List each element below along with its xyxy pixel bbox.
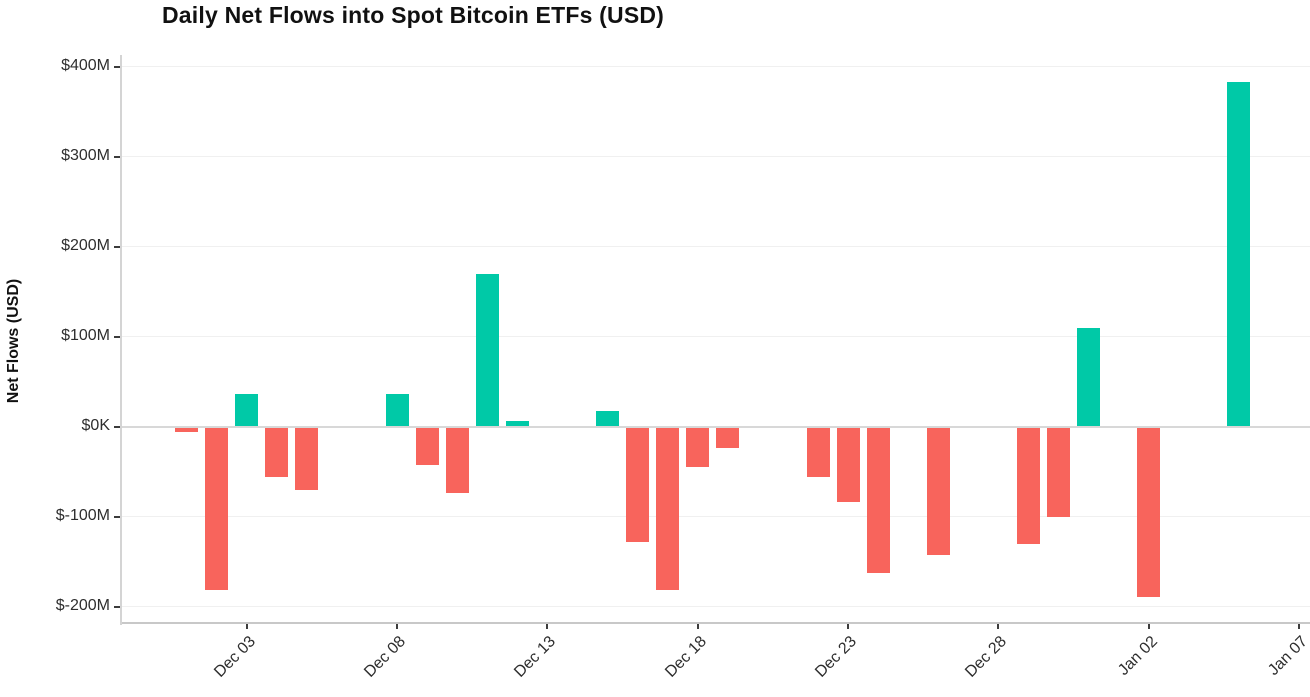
bar <box>205 426 229 590</box>
y-tick-mark <box>114 155 120 158</box>
x-tick-mark <box>997 624 1000 629</box>
gridline <box>121 516 1310 518</box>
y-tick-mark <box>114 605 120 608</box>
bar <box>475 273 499 427</box>
bar <box>926 426 950 556</box>
y-tick-label: $-200M <box>55 596 110 614</box>
chart-title: Daily Net Flows into Spot Bitcoin ETFs (… <box>162 2 665 28</box>
x-tick-mark <box>1147 624 1150 629</box>
bar <box>626 426 650 542</box>
y-tick-mark <box>114 515 120 518</box>
bar <box>265 426 289 478</box>
gridline <box>121 246 1310 248</box>
x-tick-mark <box>1297 624 1300 629</box>
y-tick-label: $-100M <box>55 506 110 524</box>
bar <box>1077 327 1100 427</box>
x-tick-label: Dec 28 <box>962 633 1011 681</box>
y-tick-label: $300M <box>61 146 110 164</box>
y-tick-mark <box>114 245 120 248</box>
x-tick-mark <box>396 624 399 629</box>
gridline <box>121 66 1310 68</box>
y-tick-label: $0K <box>81 416 110 434</box>
bar <box>866 426 890 574</box>
bar <box>806 426 830 478</box>
bar <box>295 426 319 490</box>
y-tick-mark <box>114 335 120 338</box>
bar <box>385 394 409 427</box>
x-tick-label: Dec 13 <box>511 633 560 681</box>
bar <box>686 426 710 468</box>
bar <box>415 426 439 465</box>
bar <box>1137 426 1161 597</box>
y-tick-mark <box>114 65 120 68</box>
x-tick-mark <box>847 624 849 629</box>
bar <box>596 410 619 427</box>
gridline <box>121 336 1310 338</box>
bar <box>1046 426 1070 517</box>
x-tick-mark <box>696 624 699 629</box>
bar <box>1016 426 1040 544</box>
bar <box>235 393 259 427</box>
x-tick-label: Dec 08 <box>361 633 410 681</box>
bar <box>175 426 199 433</box>
bar <box>716 426 740 449</box>
x-tick-mark <box>546 624 549 629</box>
x-tick-label: Dec 18 <box>661 633 710 681</box>
bar <box>445 426 469 494</box>
y-axis-line <box>120 55 122 625</box>
y-tick-label: $100M <box>61 326 110 344</box>
y-tick-label: $400M <box>61 56 110 74</box>
y-tick-mark <box>114 425 120 428</box>
y-tick-label: $200M <box>61 236 110 254</box>
x-tick-mark <box>245 624 248 629</box>
x-tick-label: Jan 02 <box>1114 633 1161 679</box>
gridline <box>121 606 1310 608</box>
x-tick-label: Jan 07 <box>1264 633 1310 679</box>
bar <box>1227 82 1251 427</box>
x-tick-label: Dec 23 <box>812 633 861 681</box>
x-tick-label: Dec 03 <box>210 633 259 681</box>
zero-gridline <box>121 425 1310 428</box>
gridline <box>121 156 1310 158</box>
bar <box>505 420 529 427</box>
bar <box>836 426 860 503</box>
x-axis-line <box>121 622 1310 624</box>
bar <box>656 426 680 590</box>
